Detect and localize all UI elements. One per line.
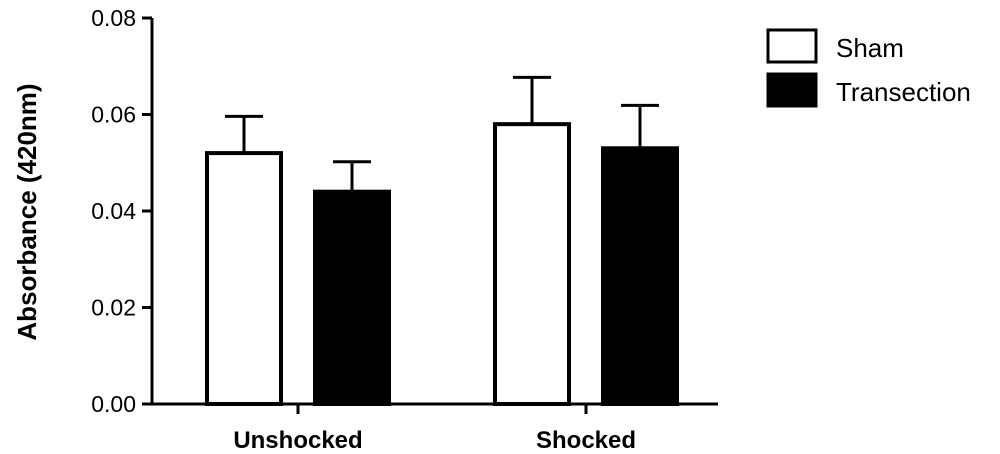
legend-swatch-sham — [766, 28, 818, 64]
y-axis-title: Absorbance (420nm) — [12, 83, 42, 340]
bar-transection-unshocked — [313, 189, 391, 406]
legend-label-sham: Sham — [836, 33, 904, 63]
x-category-label: Unshocked — [233, 427, 362, 454]
y-axis-ticks: 0.00 0.02 0.04 0.06 0.08 — [91, 5, 152, 417]
y-tick-label: 0.04 — [91, 198, 136, 224]
bar-sham-unshocked — [205, 151, 283, 406]
x-axis-ticks: Unshocked Shocked — [233, 404, 636, 454]
y-tick-label: 0.00 — [91, 391, 136, 417]
legend-swatch-transection — [766, 72, 818, 108]
legend-label-transection: Transection — [836, 77, 971, 107]
bar-sham-shocked — [493, 122, 571, 407]
y-tick-label: 0.06 — [91, 102, 136, 128]
legend: Sham Transection — [766, 28, 971, 108]
chart-marks — [205, 75, 679, 407]
x-category-label: Shocked — [536, 427, 636, 454]
chart-axes: 0.00 0.02 0.04 0.06 0.08 Unshocked Shocked — [91, 5, 718, 454]
y-tick-label: 0.08 — [91, 5, 136, 31]
y-tick-label: 0.02 — [91, 295, 136, 321]
bar-transection-shocked — [601, 146, 679, 406]
